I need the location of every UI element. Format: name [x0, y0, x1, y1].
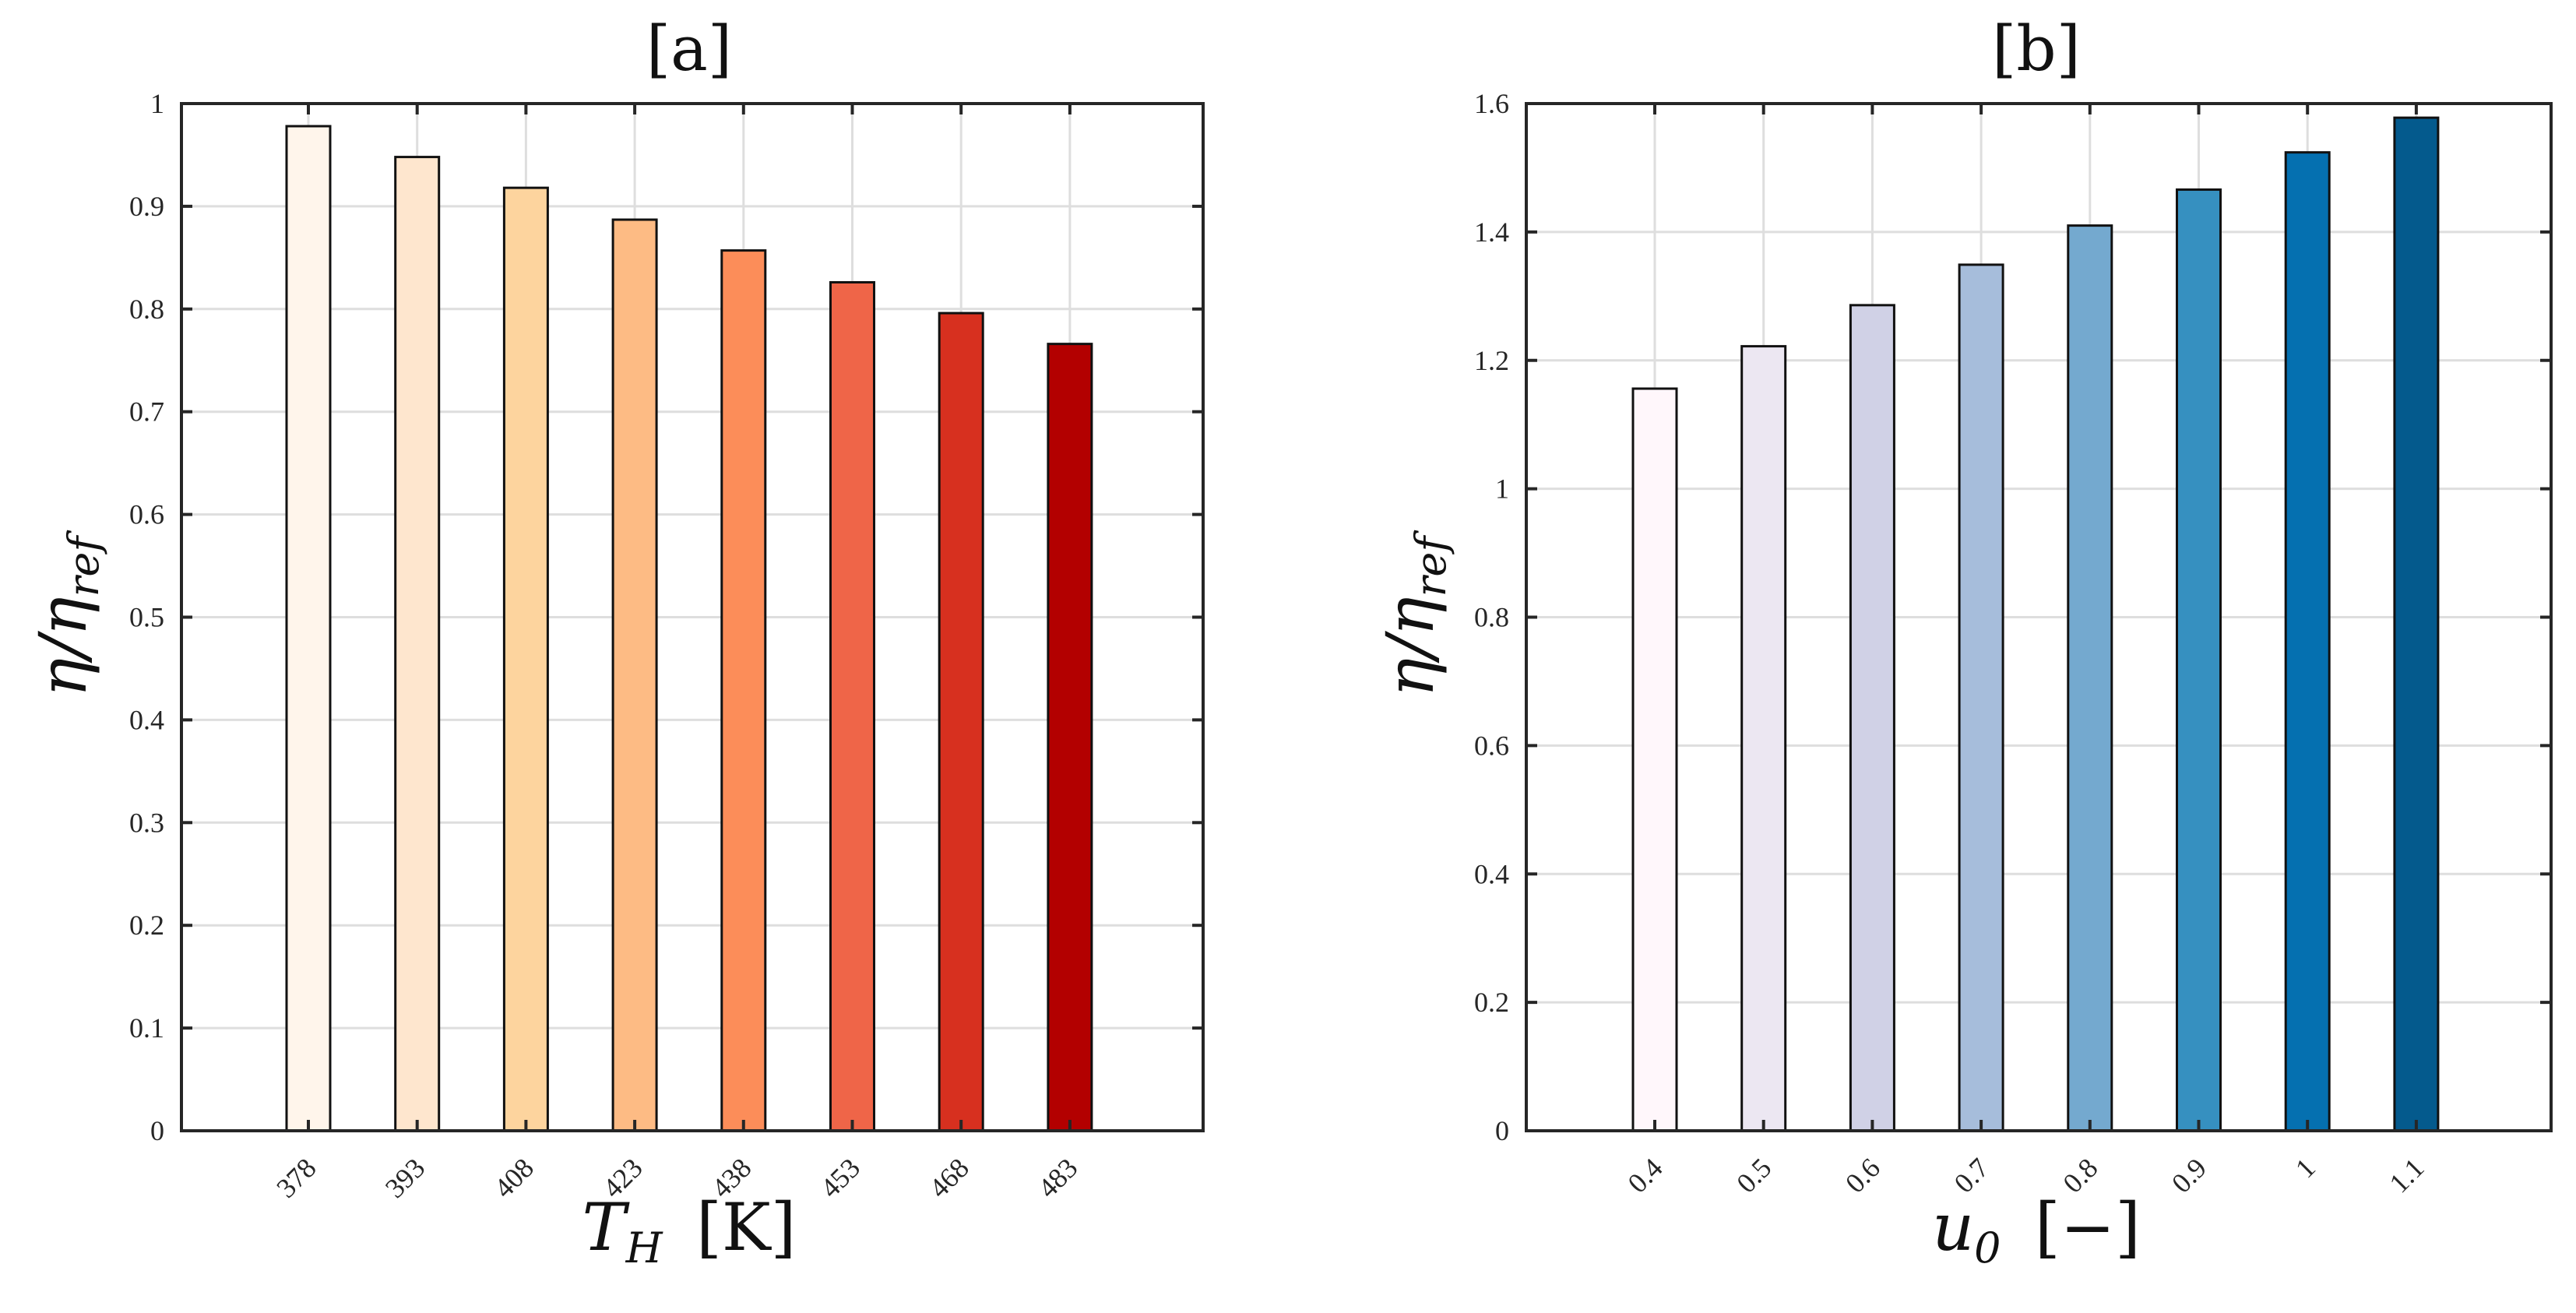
bar-393 — [394, 156, 441, 1132]
y-tick-label: 0 — [1495, 1115, 1509, 1146]
x-axis-label: u0 [−] — [1932, 1189, 2141, 1273]
y-tick-label: 0.6 — [1474, 730, 1509, 761]
bar-0.6 — [1849, 304, 1895, 1132]
x-tick-label: 468 — [923, 1152, 974, 1203]
x-tick-label: 378 — [270, 1152, 322, 1203]
x-tick-label: 1.1 — [2383, 1152, 2430, 1199]
x-tick-label: 483 — [1032, 1152, 1083, 1203]
bar-453 — [829, 281, 875, 1132]
y-tick-label: 0.8 — [129, 294, 164, 325]
bar-0.9 — [2176, 188, 2222, 1132]
bar-483 — [1047, 343, 1093, 1132]
x-tick-label: 0.4 — [1622, 1152, 1669, 1199]
y-axis-label: η/ηref — [1372, 530, 1455, 698]
bar-378 — [285, 125, 332, 1132]
y-tick-label: 0.2 — [1474, 987, 1509, 1018]
y-tick-label: 0.2 — [129, 910, 164, 941]
y-tick-label: 0.4 — [1474, 858, 1509, 889]
bar-1.1 — [2393, 116, 2440, 1132]
x-tick-label: 393 — [379, 1152, 431, 1203]
bar-468 — [938, 312, 984, 1132]
y-tick-label: 0.1 — [129, 1012, 164, 1044]
y-tick-label: 1 — [1495, 473, 1509, 505]
chart-title: [b] — [1992, 12, 2081, 85]
y-tick-label: 0.7 — [129, 396, 164, 428]
y-tick-label: 0.6 — [129, 499, 164, 530]
bar-0.4 — [1631, 387, 1678, 1132]
y-tick-label: 0.9 — [129, 191, 164, 222]
bar-438 — [720, 249, 767, 1132]
x-tick-label: 1 — [2289, 1152, 2321, 1184]
bar-0.8 — [2067, 224, 2113, 1132]
x-tick-label: 0.5 — [1730, 1152, 1777, 1199]
y-tick-label: 1.4 — [1474, 216, 1509, 248]
bar-408 — [502, 186, 549, 1132]
y-tick-label: 0.5 — [129, 602, 164, 633]
x-tick-label: 408 — [488, 1152, 540, 1203]
x-tick-label: 0.9 — [2166, 1152, 2212, 1199]
y-tick-label: 0.8 — [1474, 602, 1509, 633]
bar-0.5 — [1740, 345, 1787, 1132]
x-tick-label: 0.6 — [1839, 1152, 1886, 1199]
y-tick-label: 0.4 — [129, 704, 164, 735]
y-tick-label: 0.3 — [129, 807, 164, 838]
bar-0.7 — [1958, 263, 2004, 1132]
y-tick-label: 1.6 — [1474, 88, 1509, 119]
x-tick-label: 453 — [815, 1152, 866, 1203]
bar-1 — [2284, 151, 2331, 1132]
chart-b: 00.20.40.60.811.21.41.60.4 0.5 0.6 0.7 0.8 0.… — [1372, 12, 2553, 1273]
bar-423 — [611, 218, 658, 1132]
y-tick-label: 1 — [150, 88, 164, 119]
x-axis-label: TH [K] — [582, 1189, 797, 1273]
chart-title: [a] — [646, 12, 732, 85]
y-axis-label: η/ηref — [25, 530, 108, 698]
y-tick-label: 0 — [150, 1115, 164, 1146]
y-tick-label: 1.2 — [1474, 345, 1509, 376]
